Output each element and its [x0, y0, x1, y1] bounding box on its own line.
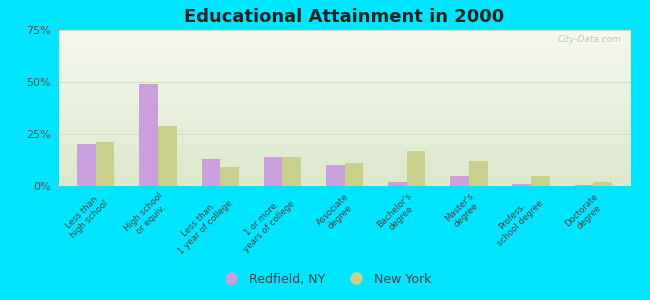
Bar: [96, 142, 114, 186]
Text: City-Data.com: City-Data.com: [558, 35, 622, 44]
Bar: [282, 157, 301, 186]
Bar: [531, 176, 550, 186]
Bar: [326, 165, 344, 186]
Bar: [388, 182, 407, 186]
Bar: [202, 159, 220, 186]
Bar: [77, 144, 96, 186]
Bar: [264, 157, 282, 186]
Bar: [158, 126, 177, 186]
Title: Educational Attainment in 2000: Educational Attainment in 2000: [185, 8, 504, 26]
Bar: [450, 176, 469, 186]
Bar: [469, 161, 488, 186]
Bar: [512, 184, 531, 186]
Bar: [139, 84, 158, 186]
Bar: [575, 185, 593, 186]
Legend: Redfield, NY, New York: Redfield, NY, New York: [214, 268, 436, 291]
Bar: [344, 163, 363, 186]
Bar: [407, 151, 425, 186]
Bar: [220, 167, 239, 186]
Bar: [593, 182, 612, 186]
